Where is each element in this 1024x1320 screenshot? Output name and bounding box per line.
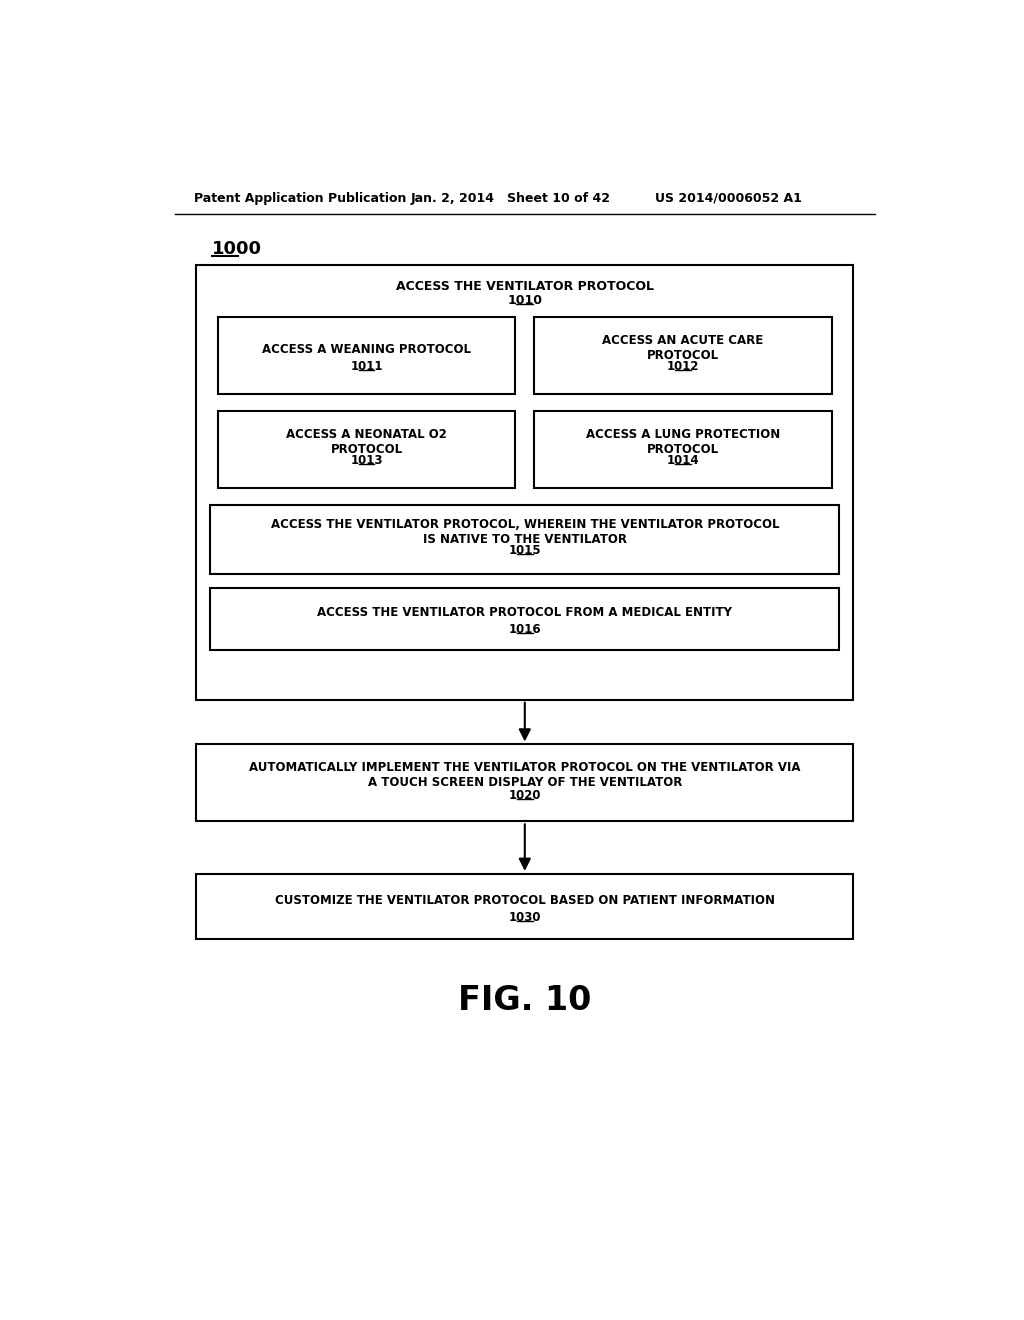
Text: 1012: 1012 <box>667 360 699 372</box>
Text: ACCESS THE VENTILATOR PROTOCOL: ACCESS THE VENTILATOR PROTOCOL <box>396 280 653 293</box>
Text: AUTOMATICALLY IMPLEMENT THE VENTILATOR PROTOCOL ON THE VENTILATOR VIA
A TOUCH SC: AUTOMATICALLY IMPLEMENT THE VENTILATOR P… <box>249 762 801 789</box>
Text: ACCESS A LUNG PROTECTION
PROTOCOL: ACCESS A LUNG PROTECTION PROTOCOL <box>586 428 780 455</box>
Bar <box>535 411 831 488</box>
Text: ACCESS A WEANING PROTOCOL: ACCESS A WEANING PROTOCOL <box>262 343 471 356</box>
Text: ACCESS THE VENTILATOR PROTOCOL FROM A MEDICAL ENTITY: ACCESS THE VENTILATOR PROTOCOL FROM A ME… <box>317 606 732 619</box>
Text: 1010: 1010 <box>507 293 543 306</box>
Text: 1020: 1020 <box>509 788 541 801</box>
Text: 1015: 1015 <box>509 544 541 557</box>
Bar <box>218 317 515 395</box>
Text: 1000: 1000 <box>212 240 262 259</box>
Bar <box>197 744 853 821</box>
Text: ACCESS A NEONATAL O2
PROTOCOL: ACCESS A NEONATAL O2 PROTOCOL <box>286 428 446 455</box>
Text: 1013: 1013 <box>350 454 383 467</box>
Text: 1016: 1016 <box>509 623 541 636</box>
Bar <box>197 874 853 940</box>
Bar <box>535 317 831 395</box>
Text: FIG. 10: FIG. 10 <box>458 985 592 1018</box>
Bar <box>197 264 853 700</box>
Text: 1030: 1030 <box>509 911 541 924</box>
Text: ACCESS AN ACUTE CARE
PROTOCOL: ACCESS AN ACUTE CARE PROTOCOL <box>602 334 764 362</box>
Text: 1011: 1011 <box>350 360 383 372</box>
Text: ACCESS THE VENTILATOR PROTOCOL, WHEREIN THE VENTILATOR PROTOCOL
IS NATIVE TO THE: ACCESS THE VENTILATOR PROTOCOL, WHEREIN … <box>270 517 779 546</box>
Bar <box>210 589 840 649</box>
Bar <box>210 506 840 574</box>
Text: US 2014/0006052 A1: US 2014/0006052 A1 <box>655 191 802 205</box>
Text: Patent Application Publication: Patent Application Publication <box>194 191 407 205</box>
Text: CUSTOMIZE THE VENTILATOR PROTOCOL BASED ON PATIENT INFORMATION: CUSTOMIZE THE VENTILATOR PROTOCOL BASED … <box>274 894 775 907</box>
Bar <box>218 411 515 488</box>
Text: 1014: 1014 <box>667 454 699 467</box>
Text: Jan. 2, 2014   Sheet 10 of 42: Jan. 2, 2014 Sheet 10 of 42 <box>411 191 611 205</box>
